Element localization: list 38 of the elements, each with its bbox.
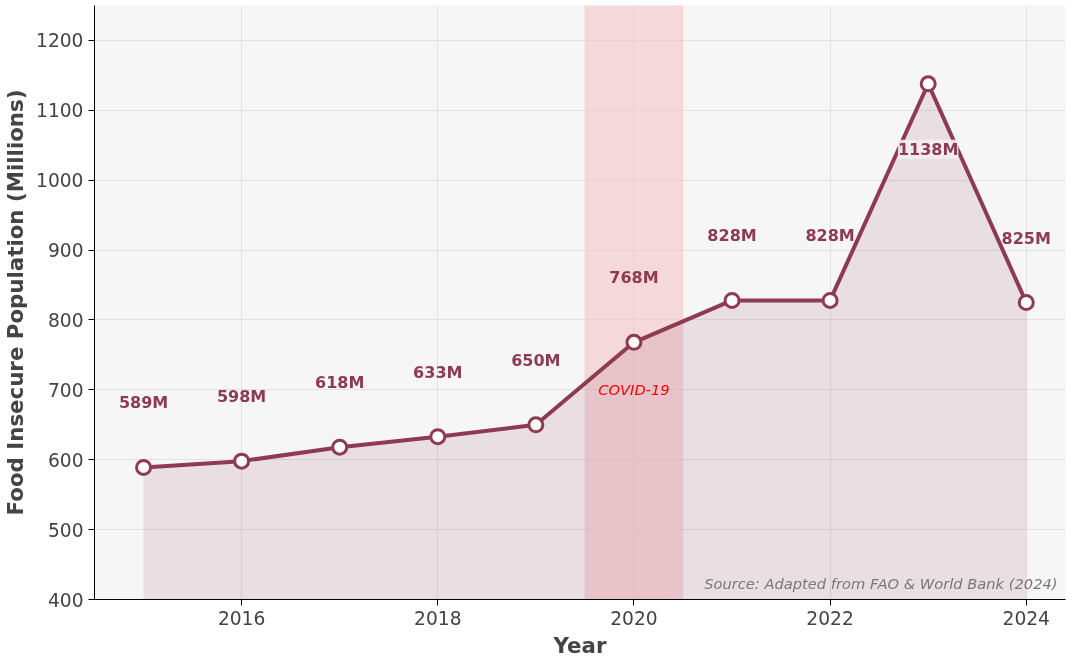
y-tick-label: 1000 (36, 170, 84, 192)
y-tick-label: 900 (47, 240, 84, 262)
point (625, 333, 643, 351)
annotation: Source: Adapted from FAO & World Bank (2024) (704, 574, 1058, 592)
x-tick-label: 2022 (806, 607, 854, 629)
data-label: 598M (216, 387, 267, 407)
point (429, 428, 447, 446)
point (1017, 294, 1035, 311)
point (527, 416, 545, 434)
y-tick-label: 800 (47, 309, 84, 331)
point (233, 452, 251, 470)
data-label: 828M (707, 226, 757, 246)
y-tick-label: 500 (47, 519, 84, 541)
y-tick-label: 1200 (36, 30, 84, 52)
y-axis-title: Food Insecure Population (Millions) (3, 89, 29, 516)
x-tick-label: 2018 (414, 607, 462, 629)
y-tick-label: 400 (47, 589, 84, 611)
x-axis-title: Year (552, 632, 607, 658)
point (919, 75, 937, 93)
y-tick-label: 700 (47, 379, 84, 401)
data-label: 828M (805, 226, 855, 246)
data-label: 1138M (897, 139, 959, 159)
point (821, 291, 839, 309)
data-label: 768M (609, 268, 659, 288)
band-label: COVID-19 (598, 380, 670, 398)
point (331, 438, 349, 456)
y-tick-label: 1100 (36, 100, 84, 122)
point (723, 291, 741, 309)
data-label: 618M (315, 373, 365, 393)
x-tick-label: 2024 (1002, 607, 1051, 629)
data-label: 650M (511, 350, 561, 370)
y-tick-label: 600 (47, 449, 84, 471)
x-tick-label: 2016 (217, 607, 266, 629)
data-label: 633M (413, 362, 463, 382)
point (135, 458, 153, 476)
x-tick-label: 2020 (610, 607, 658, 629)
data-label: 825M (1001, 228, 1051, 248)
data-label: 589M (118, 393, 169, 413)
